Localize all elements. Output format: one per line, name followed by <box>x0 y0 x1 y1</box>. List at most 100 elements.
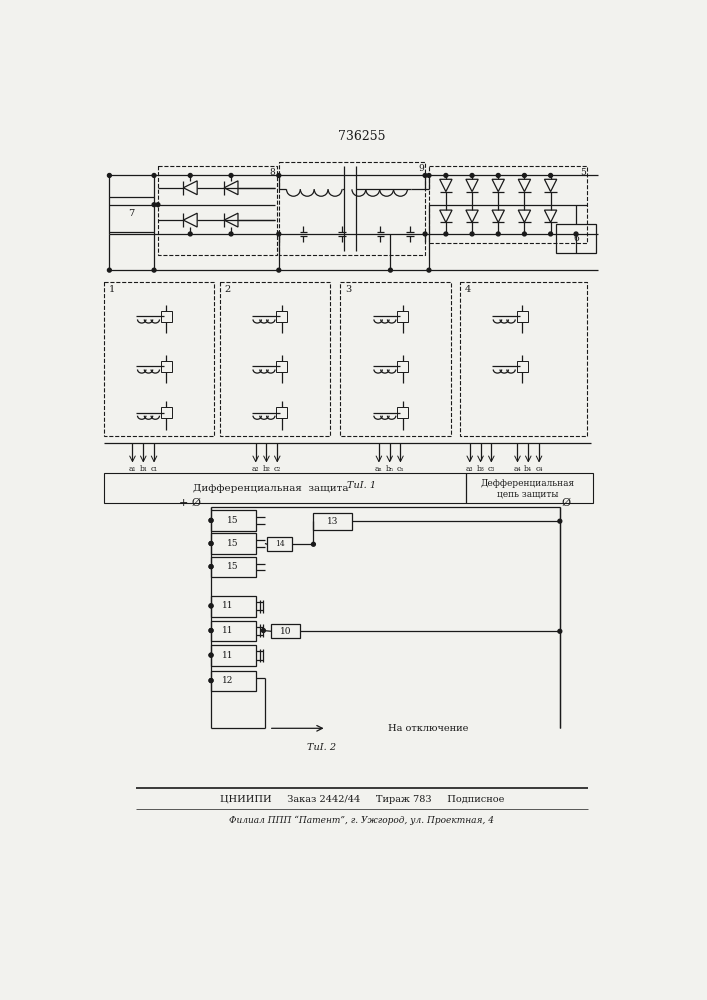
Circle shape <box>156 203 160 207</box>
Circle shape <box>209 629 213 632</box>
Circle shape <box>470 232 474 236</box>
Text: b₃: b₃ <box>477 465 484 473</box>
Text: Филиал ППП “Патент”, г. Ужгород, ул. Проектная, 4: Филиал ППП “Патент”, г. Ужгород, ул. Про… <box>230 816 494 825</box>
Bar <box>397 407 408 418</box>
Circle shape <box>107 268 111 272</box>
Bar <box>517 311 527 322</box>
Bar <box>219 282 329 436</box>
Text: 5: 5 <box>580 168 586 177</box>
Bar <box>158 166 277 255</box>
Text: b₄: b₄ <box>525 465 532 473</box>
Bar <box>211 671 256 691</box>
Circle shape <box>277 232 281 236</box>
Circle shape <box>558 629 562 633</box>
Text: 7: 7 <box>129 209 135 218</box>
Circle shape <box>574 232 578 236</box>
Bar <box>276 311 287 322</box>
Text: 1: 1 <box>109 285 115 294</box>
Bar <box>110 197 154 232</box>
Bar <box>211 620 256 641</box>
Circle shape <box>229 232 233 236</box>
Circle shape <box>188 232 192 236</box>
Text: bₙ: bₙ <box>385 465 394 473</box>
Text: Дифференциальная  защита: Дифференциальная защита <box>193 484 349 493</box>
Circle shape <box>209 604 213 608</box>
Circle shape <box>209 565 213 569</box>
Text: c₂: c₂ <box>274 465 281 473</box>
Circle shape <box>277 268 281 272</box>
Text: 736255: 736255 <box>338 130 386 143</box>
Text: c₁: c₁ <box>151 465 158 473</box>
Text: 12: 12 <box>222 676 233 685</box>
Circle shape <box>209 542 213 545</box>
Circle shape <box>427 268 431 272</box>
Circle shape <box>444 232 448 236</box>
Circle shape <box>277 174 281 177</box>
Text: ΤиӀ. 2: ΤиӀ. 2 <box>307 743 336 752</box>
Circle shape <box>470 174 474 177</box>
Bar <box>397 361 408 372</box>
Bar <box>340 282 450 436</box>
Bar <box>211 510 256 531</box>
Text: 15: 15 <box>227 562 238 571</box>
Circle shape <box>522 232 526 236</box>
Circle shape <box>188 174 192 177</box>
Circle shape <box>152 203 156 207</box>
Text: 9: 9 <box>419 164 424 173</box>
Text: ΤиӀ. 1: ΤиӀ. 1 <box>347 481 377 490</box>
Text: 14: 14 <box>275 540 284 548</box>
Text: 2: 2 <box>224 285 230 294</box>
Text: На отключение: На отключение <box>388 724 469 733</box>
Text: a₃: a₃ <box>466 465 474 473</box>
Text: b₁: b₁ <box>139 465 147 473</box>
Bar <box>161 361 172 372</box>
Bar <box>271 624 300 638</box>
Circle shape <box>312 542 315 546</box>
Text: 15: 15 <box>227 539 238 548</box>
Circle shape <box>423 232 427 236</box>
Circle shape <box>152 268 156 272</box>
Circle shape <box>209 653 213 657</box>
Text: 6: 6 <box>573 234 579 243</box>
Circle shape <box>209 653 213 657</box>
Bar <box>460 282 587 436</box>
Bar <box>211 557 256 577</box>
Text: a₄: a₄ <box>514 465 521 473</box>
Text: a₂: a₂ <box>252 465 259 473</box>
Circle shape <box>152 174 156 177</box>
Bar <box>276 361 287 372</box>
Circle shape <box>558 519 562 523</box>
Text: b₂: b₂ <box>262 465 270 473</box>
Text: Ø –: Ø – <box>562 498 580 508</box>
Circle shape <box>522 174 526 177</box>
Bar <box>279 162 425 255</box>
Text: 13: 13 <box>327 517 339 526</box>
Circle shape <box>549 174 553 177</box>
Text: 11: 11 <box>222 601 234 610</box>
Circle shape <box>209 565 213 569</box>
Circle shape <box>549 232 553 236</box>
Text: 4: 4 <box>464 285 471 294</box>
Bar <box>267 537 292 551</box>
Circle shape <box>209 518 213 522</box>
Bar <box>517 361 527 372</box>
Text: c₄: c₄ <box>535 465 543 473</box>
Text: 3: 3 <box>345 285 351 294</box>
Text: 15: 15 <box>227 516 238 525</box>
Circle shape <box>209 542 213 545</box>
Circle shape <box>209 518 213 522</box>
Circle shape <box>389 268 392 272</box>
Text: 11: 11 <box>222 651 234 660</box>
Bar <box>429 166 587 243</box>
Bar <box>161 407 172 418</box>
Text: 8: 8 <box>270 168 276 177</box>
Text: 11: 11 <box>222 626 234 635</box>
Circle shape <box>209 679 213 682</box>
Bar <box>313 513 352 530</box>
Text: cₙ: cₙ <box>397 465 404 473</box>
Circle shape <box>107 174 111 177</box>
Text: Дефференциальная: Дефференциальная <box>481 479 575 488</box>
Bar <box>276 407 287 418</box>
Text: ЦНИИПИ     Заказ 2442/44     Тираж 783     Подписное: ЦНИИПИ Заказ 2442/44 Тираж 783 Подписное <box>220 795 504 804</box>
Bar <box>211 533 256 554</box>
